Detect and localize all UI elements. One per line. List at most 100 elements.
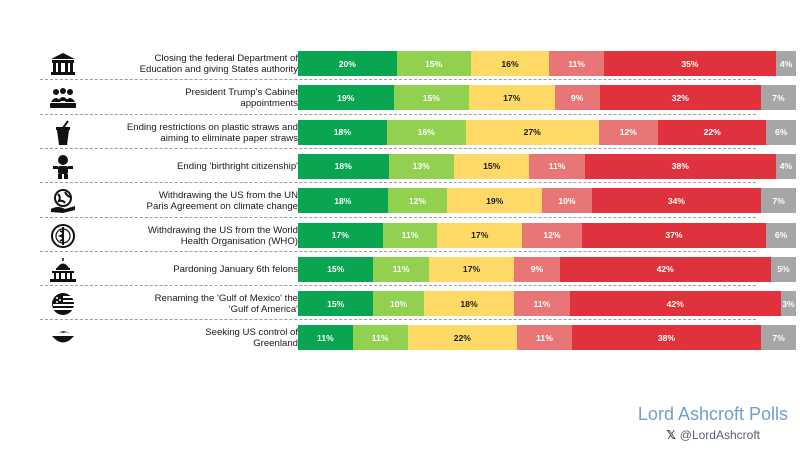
stacked-bar: 20% 15% 16% 11% 35% 4% bbox=[298, 51, 796, 76]
data-label: 15% bbox=[422, 92, 440, 103]
bar-segment: 11% bbox=[373, 256, 429, 282]
data-label: 10% bbox=[390, 298, 408, 309]
x-logo-icon: 𝕏 bbox=[666, 428, 676, 442]
data-label: 12% bbox=[408, 195, 427, 206]
bar-segment: 10% bbox=[542, 188, 592, 214]
data-label: 18% bbox=[334, 195, 352, 206]
data-label: 18% bbox=[460, 298, 478, 309]
data-label: 17% bbox=[331, 230, 349, 240]
row-separator bbox=[40, 113, 756, 115]
bar-segment: 11% bbox=[382, 222, 438, 248]
chart-row: Withdrawing the US from the World Health … bbox=[40, 218, 796, 254]
bar-segment: 37% bbox=[581, 222, 767, 248]
bar-segment: 12% bbox=[387, 188, 448, 214]
bar-segment: 32% bbox=[599, 85, 761, 111]
bar-segment: 3% bbox=[780, 291, 796, 317]
school-building-icon bbox=[48, 51, 78, 77]
data-label: 18% bbox=[333, 127, 351, 138]
data-label: 15% bbox=[327, 298, 345, 309]
bar-segment: 20% bbox=[298, 51, 397, 76]
globe-hand-icon bbox=[48, 188, 78, 214]
data-label: 3% bbox=[782, 298, 795, 309]
bar-segment: 18% bbox=[298, 119, 387, 145]
data-label: 11% bbox=[392, 264, 410, 275]
data-label: 7% bbox=[772, 195, 785, 206]
bar-segment: 15% bbox=[298, 256, 374, 282]
data-label: 7% bbox=[772, 92, 785, 103]
data-label: 22% bbox=[453, 332, 471, 343]
data-label: 32% bbox=[671, 92, 689, 103]
data-label: 13% bbox=[412, 161, 430, 172]
data-label: 6% bbox=[774, 127, 788, 138]
category-label: Pardoning January 6th felons bbox=[173, 264, 298, 276]
data-label: 18% bbox=[334, 161, 352, 172]
drink-cup-straw-icon bbox=[48, 120, 78, 146]
bar-segment: 17% bbox=[298, 222, 383, 248]
data-label: 42% bbox=[656, 264, 674, 275]
data-label: 35% bbox=[681, 58, 699, 69]
stacked-bar: 18% 12% 19% 10% 34% 7% bbox=[298, 188, 796, 214]
bar-segment: 19% bbox=[298, 85, 394, 111]
bar-segment: 12% bbox=[598, 119, 658, 145]
stacked-bar: 18% 16% 27% 12% 22% 6% bbox=[298, 119, 796, 145]
bar-segment: 18% bbox=[298, 153, 389, 179]
bar-segment: 11% bbox=[514, 291, 570, 317]
data-label: 19% bbox=[486, 195, 504, 206]
bar-segment: 17% bbox=[428, 256, 515, 282]
bar-segment: 12% bbox=[522, 222, 582, 248]
stacked-bar: 19% 15% 17% 9% 32% 7% bbox=[298, 85, 796, 111]
social-handle[interactable]: @LordAshcroft bbox=[679, 428, 760, 442]
bar-segment: 7% bbox=[761, 325, 796, 351]
data-label: 22% bbox=[703, 127, 721, 138]
chart-row: Withdrawing the US from the UN Paris Agre… bbox=[40, 183, 796, 219]
capitol-building-icon bbox=[48, 257, 78, 283]
group-meeting-icon bbox=[48, 85, 78, 111]
bar-segment: 9% bbox=[554, 85, 600, 111]
data-label: 17% bbox=[503, 92, 521, 103]
bar-segment: 42% bbox=[569, 291, 781, 317]
us-flag-icon bbox=[48, 291, 78, 317]
data-label: 11% bbox=[371, 332, 389, 343]
row-separator bbox=[40, 182, 756, 184]
row-separator bbox=[40, 216, 756, 218]
bar-segment: 15% bbox=[396, 51, 471, 76]
stacked-bar: 11% 11% 22% 11% 38% 7% bbox=[298, 325, 796, 351]
data-label: 10% bbox=[558, 195, 576, 206]
data-label: 4% bbox=[779, 161, 793, 172]
bar-segment: 10% bbox=[373, 291, 424, 317]
bar-segment: 9% bbox=[514, 256, 560, 282]
bar-segment: 11% bbox=[529, 153, 585, 179]
who-emblem-icon bbox=[48, 223, 78, 249]
baby-icon bbox=[48, 154, 78, 180]
bar-segment: 4% bbox=[776, 51, 796, 76]
bar-segment: 16% bbox=[386, 119, 466, 145]
bar-segment: 19% bbox=[447, 188, 542, 214]
data-label: 11% bbox=[317, 332, 334, 343]
data-label: 9% bbox=[530, 264, 544, 275]
data-label: 17% bbox=[462, 264, 481, 275]
bar-segment: 11% bbox=[549, 51, 604, 76]
data-label: 12% bbox=[619, 127, 637, 138]
chart-row: Renaming the 'Gulf of Mexico' the 'Gulf o… bbox=[40, 286, 796, 322]
data-label: 16% bbox=[417, 127, 435, 138]
bar-segment: 11% bbox=[298, 325, 353, 351]
category-label: Ending 'birthright citizenship' bbox=[177, 161, 298, 173]
bar-segment: 7% bbox=[761, 188, 796, 214]
chart-row: Closing the federal Department of Educati… bbox=[40, 46, 796, 82]
data-label: 34% bbox=[667, 195, 686, 206]
category-label: Seeking US control of Greenland bbox=[205, 327, 298, 350]
bar-segment: 17% bbox=[469, 85, 555, 111]
data-label: 7% bbox=[772, 332, 785, 343]
bar-segment: 18% bbox=[298, 188, 388, 214]
data-label: 12% bbox=[543, 230, 561, 240]
bar-segment: 6% bbox=[766, 119, 796, 145]
row-separator bbox=[40, 319, 756, 321]
bar-segment: 11% bbox=[517, 325, 572, 351]
data-label: 11% bbox=[401, 230, 419, 240]
stacked-bar: 15% 10% 18% 11% 42% 3% bbox=[298, 291, 796, 317]
data-label: 9% bbox=[570, 92, 584, 103]
category-label: Ending restrictions on plastic straws an… bbox=[126, 121, 298, 144]
row-separator bbox=[40, 79, 756, 81]
bar-segment: 27% bbox=[465, 119, 599, 145]
